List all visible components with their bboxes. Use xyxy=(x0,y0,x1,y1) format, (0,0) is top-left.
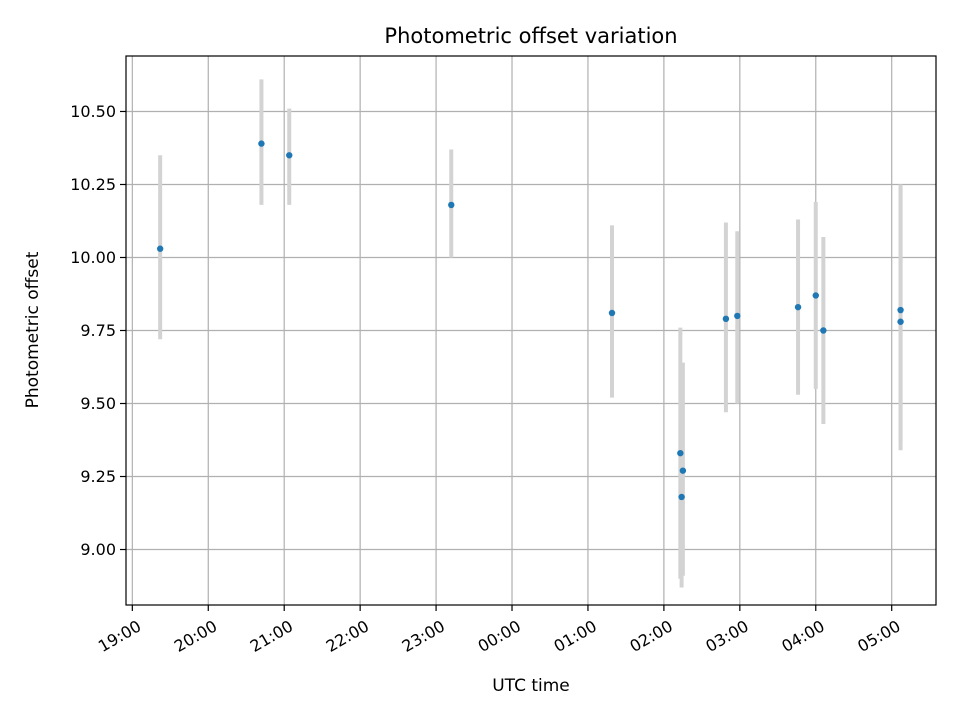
y-tick-label: 9.75 xyxy=(80,321,116,340)
data-point xyxy=(722,315,730,323)
y-tick-label: 10.00 xyxy=(70,248,116,267)
y-tick-label: 9.00 xyxy=(80,540,116,559)
data-point xyxy=(734,312,741,320)
data-point xyxy=(677,449,684,457)
data-point xyxy=(897,306,904,314)
data-point xyxy=(897,318,904,325)
data-point xyxy=(258,140,265,147)
y-tick-label: 10.25 xyxy=(70,175,116,194)
y-axis-label: Photometric offset xyxy=(23,251,43,408)
y-tick-label: 9.25 xyxy=(80,467,116,486)
data-point xyxy=(678,493,685,501)
data-points xyxy=(156,140,904,501)
chart-title: Photometric offset variation xyxy=(384,24,677,48)
y-axis: 9.00 9.25 9.50 9.75 10.00 10.25 10.50 xyxy=(70,102,126,559)
x-axis-label: UTC time xyxy=(492,676,570,696)
y-tick-label: 9.50 xyxy=(80,394,116,413)
data-point xyxy=(156,245,164,252)
data-point xyxy=(286,152,293,159)
data-point xyxy=(812,292,819,299)
data-point xyxy=(608,309,616,317)
data-point xyxy=(448,201,455,209)
data-point xyxy=(794,303,802,311)
y-tick-label: 10.50 xyxy=(70,102,116,121)
data-point xyxy=(820,327,827,334)
data-point xyxy=(679,467,687,474)
